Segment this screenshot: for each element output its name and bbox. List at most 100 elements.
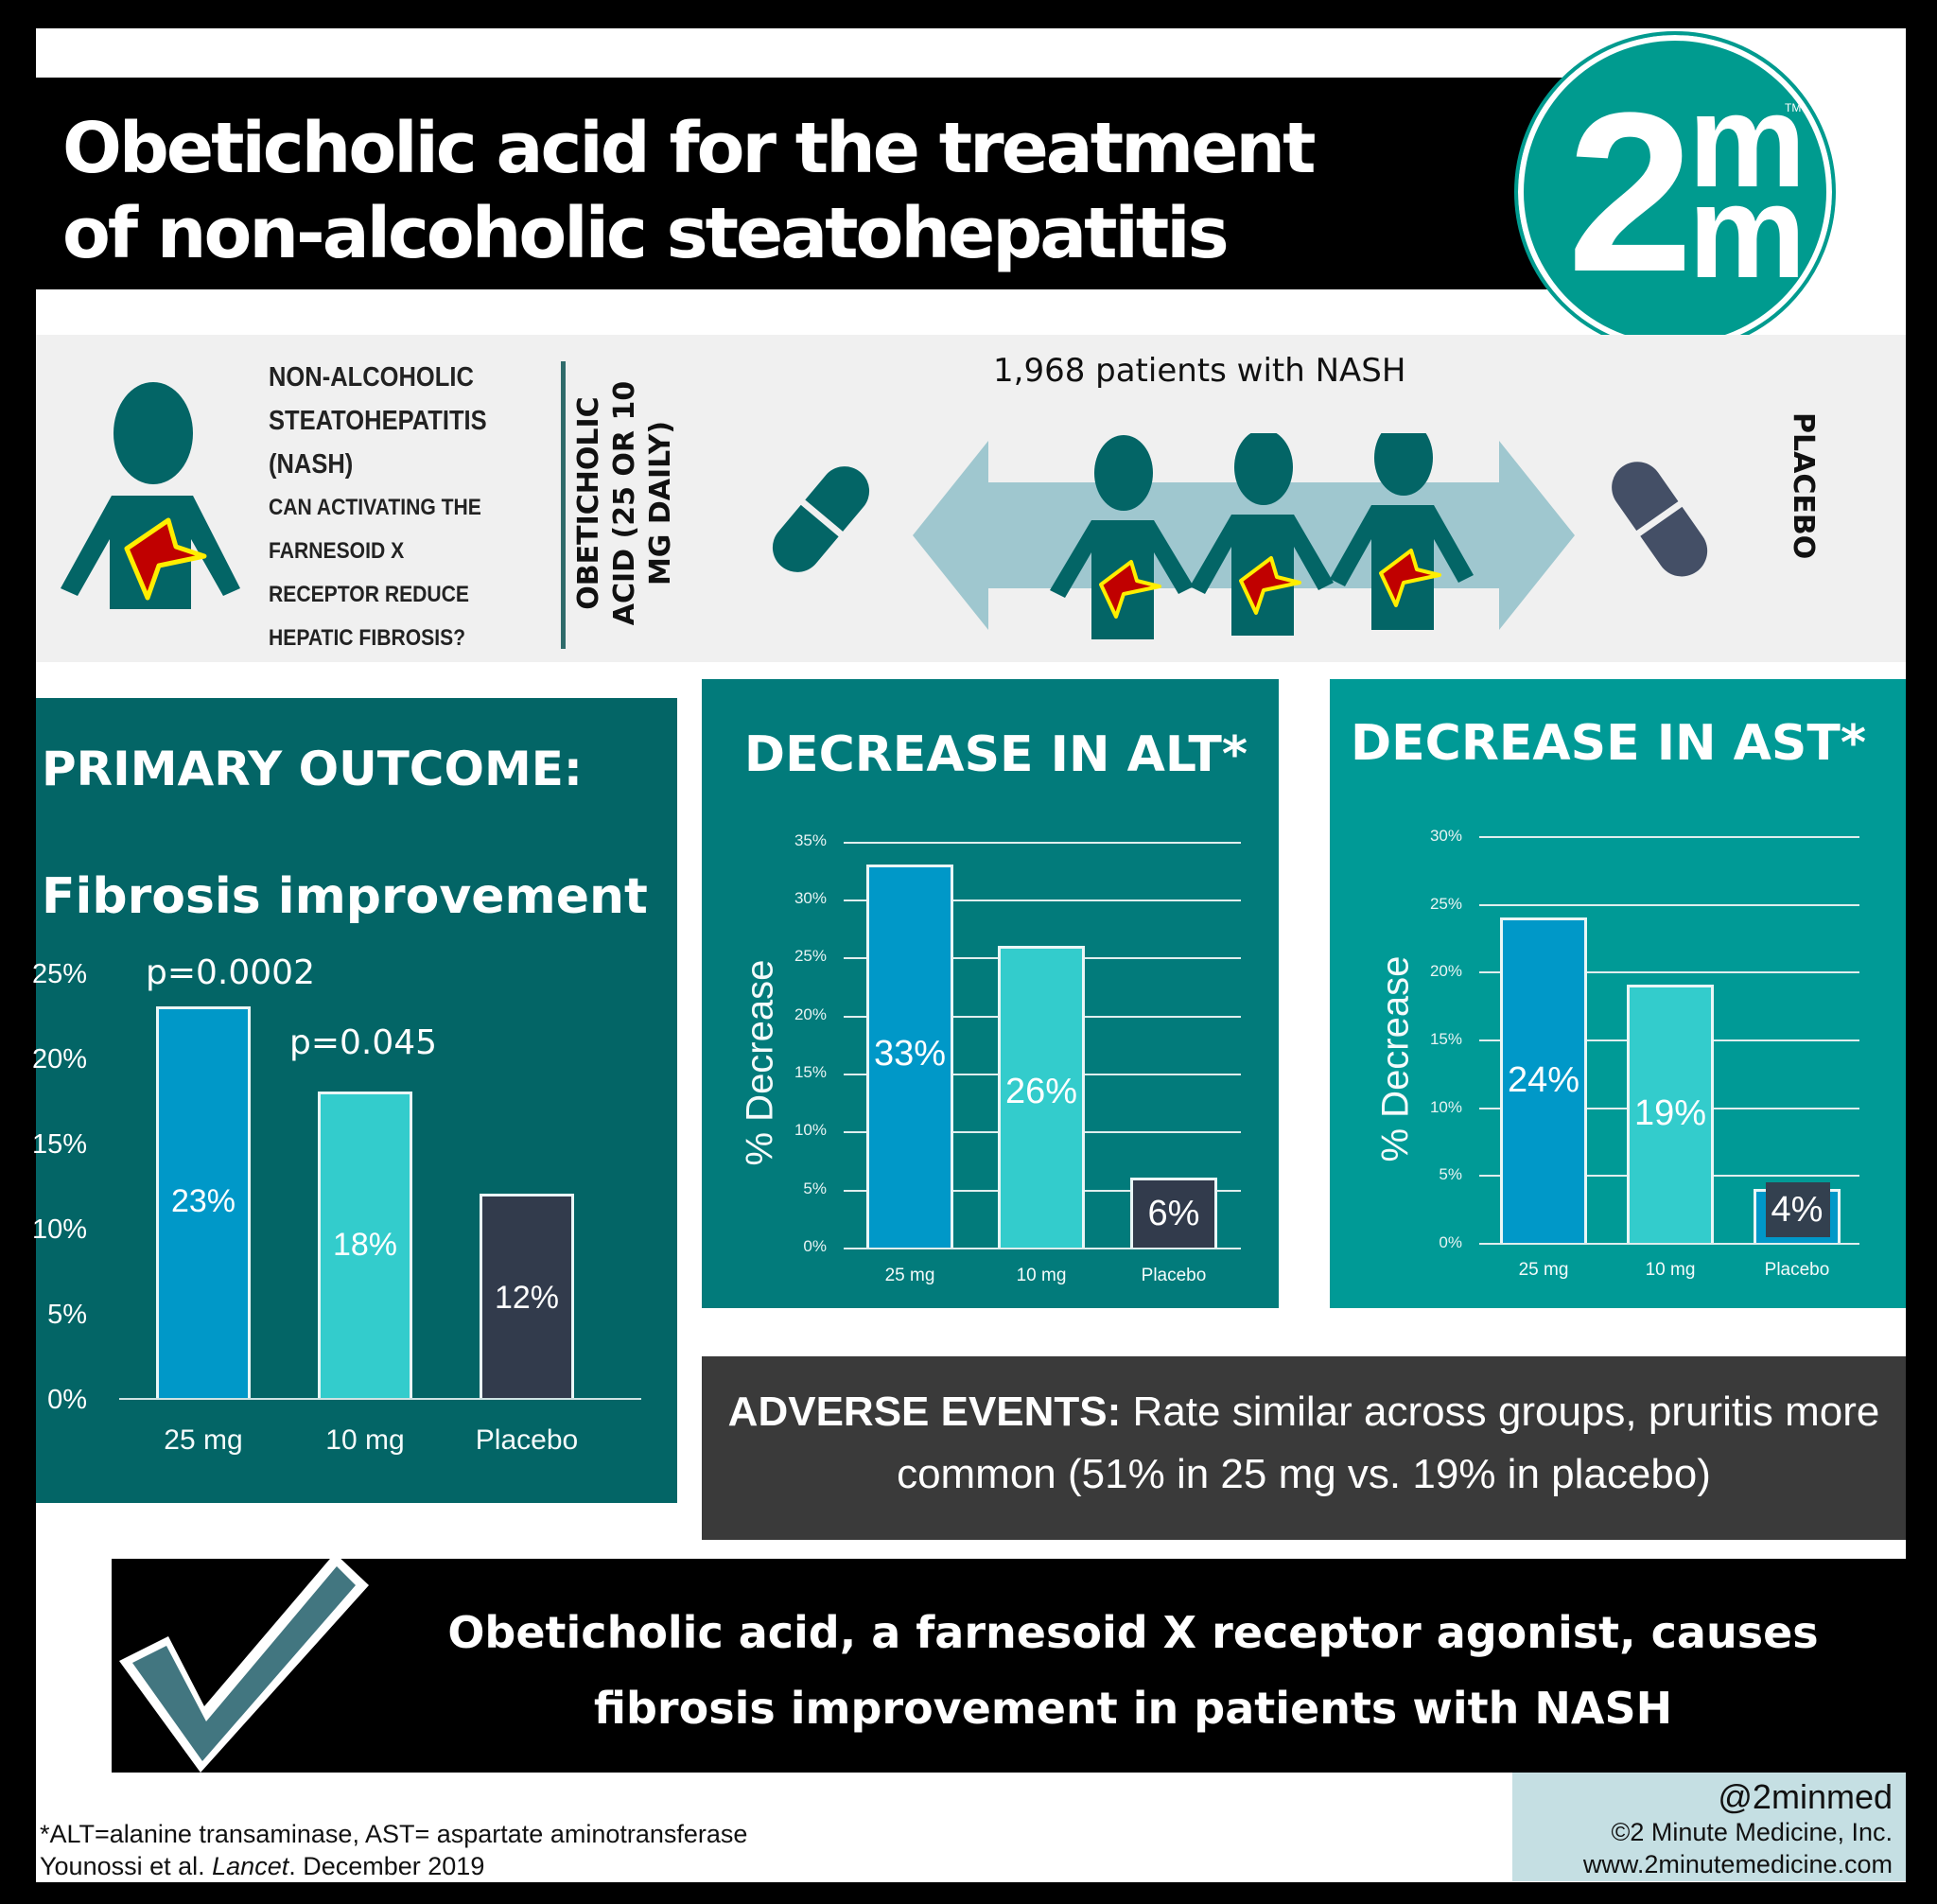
x-label: 10 mg (325, 1424, 405, 1456)
y-tick: 25% (1429, 895, 1462, 913)
logo-m-bottom: m (1688, 157, 1806, 306)
citation: Younossi et al. Lancet. December 2019 (40, 1850, 747, 1882)
condition-question: NON-ALCOHOLIC STEATOHEPATITIS (NASH) Can… (269, 356, 518, 660)
checkmark-icon (119, 1553, 369, 1773)
y-tick: 0% (803, 1237, 827, 1255)
abbreviation-note: *ALT=alanine transaminase, AST= aspartat… (40, 1820, 748, 1848)
bar-value: 26% (1004, 1072, 1078, 1111)
y-axis: 30% 25% 20% 15% 10% 5% 0% (1368, 679, 1462, 1308)
x-axis-line (1479, 1243, 1859, 1245)
bar-placebo: 6% (1130, 1178, 1217, 1248)
bar-placebo: 12% (480, 1194, 574, 1398)
divider (561, 361, 566, 649)
x-label: Placebo (475, 1424, 579, 1456)
y-tick: 30% (794, 889, 827, 907)
x-label: 25 mg (164, 1424, 243, 1456)
gridline (1479, 836, 1859, 838)
bar-value: 4% (1771, 1190, 1824, 1230)
question-line-3: receptor reduce (269, 582, 470, 607)
y-tick: 35% (794, 831, 827, 849)
credit-box: @2minmed ©2 Minute Medicine, Inc. www.2m… (1512, 1773, 1906, 1881)
bar-value: 18% (332, 1227, 398, 1263)
y-tick: 10% (794, 1121, 827, 1139)
patients-group-icon (1050, 433, 1474, 639)
question-line-1: Can activating the (269, 495, 481, 520)
bar-10mg: 18% (318, 1092, 412, 1398)
patient-count: 1,968 patients with NASH (993, 352, 1406, 390)
bar-value: 19% (1633, 1093, 1707, 1133)
y-tick: 5% (1439, 1165, 1462, 1183)
y-tick: 25% (794, 947, 827, 965)
bar-value: 12% (494, 1280, 560, 1316)
condition-line-2: STEATOHEPATITIS (269, 406, 487, 436)
brand-logo: 2 m m TM (1514, 31, 1836, 353)
gridline (844, 900, 1241, 901)
x-label: 25 mg (1518, 1260, 1569, 1280)
adverse-events-text: ADVERSE EVENTS: Rate similar across grou… (702, 1381, 1906, 1506)
ast-panel: DECREASE IN AST* % Decrease 30% 25% 20% … (1330, 679, 1906, 1308)
alt-heading: DECREASE IN ALT* (743, 726, 1248, 783)
gridline (1479, 971, 1859, 973)
footnote: *ALT=alanine transaminase, AST= aspartat… (40, 1818, 747, 1882)
website-link[interactable]: www.2minutemedicine.com (1582, 1850, 1893, 1878)
alt-panel: DECREASE IN ALT* % Decrease 35% 30% 25% … (702, 679, 1279, 1308)
value-chip (1766, 1182, 1830, 1237)
x-label: 10 mg (1645, 1260, 1696, 1280)
y-tick: 0% (47, 1385, 87, 1415)
page-title: Obeticholic acid for the treatment of no… (62, 108, 1316, 274)
y-axis: 35% 30% 25% 20% 15% 10% 5% 0% (740, 679, 827, 1308)
bar-10mg: 26% (998, 946, 1085, 1248)
person-with-liver-icon (61, 382, 240, 609)
citation-date: . December 2019 (288, 1852, 485, 1880)
y-tick: 20% (794, 1005, 827, 1023)
y-tick: 5% (803, 1179, 827, 1197)
conclusion-text: Obeticholic acid, a farnesoid X receptor… (447, 1607, 1819, 1734)
p-value-25mg: p=0.0002 (146, 953, 315, 992)
ast-heading: DECREASE IN AST* (1350, 715, 1867, 772)
treatment-arm-label: OBETICHOLIC ACID (25 OR 10 MG DAILY) (571, 354, 694, 653)
question-line-2: farnesoid X (269, 538, 405, 564)
bar-25mg: 33% (866, 865, 953, 1248)
gridline (844, 842, 1241, 844)
bar-25mg: 23% (156, 1006, 251, 1398)
y-tick: 0% (1439, 1233, 1462, 1251)
control-arm-text: PLACEBO (1787, 412, 1820, 560)
question-line-4: hepatic fibrosis? (269, 625, 466, 651)
x-axis-line (844, 1248, 1241, 1249)
logo-trademark: TM (1785, 101, 1802, 114)
gridline (1479, 904, 1859, 906)
y-tick: 25% (31, 959, 87, 989)
y-tick: 20% (31, 1044, 87, 1074)
x-axis-line (119, 1398, 641, 1400)
condition-line-1: NON-ALCOHOLIC (269, 362, 474, 393)
x-label: 10 mg (1016, 1266, 1067, 1285)
social-handle[interactable]: @2minmed (1718, 1777, 1893, 1816)
alt-chart: % Decrease 35% 30% 25% 20% 15% 10% 5% 0%… (702, 679, 1279, 1308)
pill-icon (772, 466, 870, 572)
y-tick: 15% (1429, 1030, 1462, 1048)
adverse-events-detail: Rate similar across groups, pruritis mor… (897, 1389, 1880, 1497)
y-tick: 5% (47, 1300, 87, 1330)
ast-chart: % Decrease 30% 25% 20% 15% 10% 5% 0% 24%… (1330, 679, 1906, 1308)
adverse-events-label: ADVERSE EVENTS: (727, 1389, 1122, 1435)
bar-25mg: 24% (1500, 917, 1587, 1243)
y-tick: 15% (794, 1063, 827, 1081)
bar-value: 6% (1147, 1194, 1200, 1233)
fibrosis-chart: 25% 20% 15% 10% 5% 0% p=0.0002 p=0.045 2… (31, 953, 677, 1483)
bar-10mg: 19% (1627, 985, 1714, 1243)
y-axis: 25% 20% 15% 10% 5% 0% (31, 959, 87, 1415)
citation-authors: Younossi et al. (40, 1852, 213, 1880)
y-tick: 30% (1429, 827, 1462, 845)
primary-outcome-subheading: Fibrosis improvement (42, 868, 648, 925)
y-tick: 10% (31, 1214, 87, 1245)
x-label: Placebo (1141, 1266, 1207, 1285)
citation-journal: Lancet (212, 1852, 289, 1880)
x-label: Placebo (1764, 1260, 1830, 1280)
treatment-arm-text: OBETICHOLIC ACID (25 OR 10 MG DAILY) (572, 380, 677, 626)
bar-placebo: 4% (1754, 1182, 1841, 1243)
primary-outcome-panel: PRIMARY OUTCOME: Fibrosis improvement 25… (31, 698, 677, 1503)
logo-numeral: 2 (1567, 65, 1694, 319)
bar-value: 33% (873, 1034, 947, 1074)
bar-value: 23% (170, 1183, 236, 1219)
control-arm-label: PLACEBO (1776, 412, 1833, 559)
